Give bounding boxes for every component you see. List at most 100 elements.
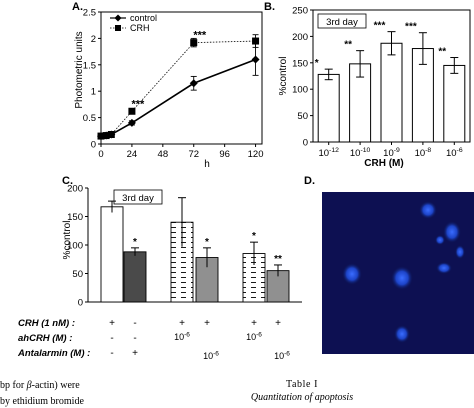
- panel-c-treatment-table: CRH (1 nM) : + - + + + + ahCRH (M) : - - 10-6 10-6 A…: [17, 318, 290, 361]
- nucleus: [455, 245, 465, 259]
- y-tick-label: 200: [67, 184, 83, 195]
- table-subtitle: Quantitation of apoptosis: [251, 392, 353, 403]
- bar: [100, 206, 124, 303]
- body-text-line-1: bp for β-actin) were: [0, 380, 80, 391]
- significance-marker: *: [205, 237, 209, 248]
- x-tick-label: 72: [188, 149, 199, 160]
- plot-frame: [100, 11, 263, 145]
- table-title: Table I: [286, 379, 318, 390]
- panel-a-y-ticks: 0 0.5 1 1.5 2 2.5: [83, 8, 101, 151]
- y-tick-label: 250: [292, 6, 308, 17]
- treatment-cell: +: [275, 318, 281, 329]
- x-tick-label: 24: [127, 149, 138, 160]
- significance-marker: **: [344, 40, 352, 51]
- panel-a-series: [97, 34, 260, 141]
- y-tick-label: 0: [303, 138, 308, 149]
- y-tick-label: 150: [292, 58, 308, 69]
- panel-a-label: A.: [72, 1, 83, 13]
- series-line-control: [100, 58, 256, 137]
- significance-marker: *: [315, 58, 319, 69]
- data-point-crh: [102, 132, 110, 140]
- panel-a-x-ticks: 0 24 48 72 96 120: [98, 144, 263, 160]
- panel-b-inset-label: 3rd day: [326, 17, 358, 28]
- panel-c-y-ticks: 0 50 100 150 200: [67, 184, 88, 309]
- nucleus: [443, 221, 461, 243]
- x-tick-label: 96: [219, 149, 230, 160]
- treatment-cell: -: [110, 333, 113, 344]
- treatment-cell: 10-6: [274, 350, 290, 361]
- panel-c-ylabel: %control: [62, 221, 73, 260]
- significance-marker: ***: [131, 98, 145, 110]
- legend-control-label: control: [130, 13, 157, 23]
- y-tick-label: 150: [67, 212, 83, 223]
- significance-marker: *: [252, 231, 256, 242]
- legend-crh-label: CRH: [130, 23, 150, 33]
- significance-marker: **: [274, 254, 282, 265]
- data-point-crh: [190, 39, 198, 47]
- treatment-cell: -: [110, 348, 113, 359]
- data-point-control: [127, 118, 136, 127]
- data-point-control: [189, 79, 198, 88]
- treatment-cell: -: [133, 318, 136, 329]
- panel-a-legend: control CRH: [110, 13, 157, 33]
- treatment-cell: +: [179, 318, 185, 329]
- legend-crh-marker: [115, 25, 121, 31]
- x-tick-label: 10-9: [383, 147, 400, 159]
- y-tick-label: 1: [91, 87, 96, 98]
- y-tick-label: 200: [292, 32, 308, 43]
- nucleus: [419, 201, 437, 219]
- nucleus: [391, 266, 413, 290]
- panel-b-inset-box: [317, 13, 367, 29]
- bar: [317, 73, 340, 143]
- panel-c-bars: * ****: [100, 197, 290, 303]
- panel-a-significance: *** ***: [131, 30, 206, 111]
- y-tick-label: 100: [67, 241, 83, 252]
- panel-c-inset-box: [113, 189, 163, 205]
- y-tick-label: 2: [91, 34, 96, 45]
- x-tick-label: 0: [98, 149, 103, 160]
- y-tick-label: 2.5: [83, 8, 96, 19]
- panel-b-label: B.: [264, 1, 275, 13]
- panel-c-inset-label: 3rd day: [122, 193, 154, 204]
- bar: [380, 42, 403, 143]
- treatment-cell: +: [132, 348, 138, 359]
- x-tick-label: 120: [248, 149, 264, 160]
- panel-a: A. Photometric units h 0 0.5 1 1.5 2 2.5 0 24 4…: [72, 1, 263, 170]
- data-point-crh: [107, 130, 115, 138]
- treatment-cell: 10-6: [246, 331, 262, 342]
- treatment-cell: -: [133, 333, 136, 344]
- data-point-crh: [128, 107, 136, 115]
- body-text-line-2: by ethidium bromide: [0, 396, 84, 407]
- treatment-cell: +: [204, 318, 210, 329]
- data-point-crh: [252, 37, 260, 45]
- nucleus: [394, 325, 410, 343]
- treatment-cell: 10-6: [174, 331, 190, 342]
- panel-d: D.: [304, 175, 474, 354]
- data-point-crh: [97, 132, 105, 140]
- nucleus: [436, 262, 452, 274]
- panel-b-y-ticks: 0 50 100 150 200 250: [292, 6, 313, 149]
- bar: [443, 64, 466, 143]
- panel-a-ylabel: Photometric units: [74, 31, 85, 108]
- treatment-row-label: Antalarmin (M) :: [17, 348, 90, 359]
- significance-marker: *: [133, 237, 137, 248]
- panel-c-label: C.: [62, 175, 73, 187]
- panel-b-bars: ****** *****: [315, 21, 466, 143]
- panel-a-xlabel: h: [204, 159, 210, 170]
- significance-marker: ***: [374, 21, 386, 32]
- y-tick-label: 1.5: [83, 60, 96, 71]
- panel-b-x-ticks: 10-12 10-10 10-9 10-8 10-6: [318, 142, 463, 159]
- y-tick-label: 0: [78, 298, 83, 309]
- panel-a-axes: [100, 11, 263, 145]
- panel-b: B. %control CRH (M) 3rd day 0 50 100 150 200…: [264, 1, 471, 169]
- treatment-row-label: CRH (1 nM) :: [18, 318, 75, 329]
- bar: [123, 251, 147, 303]
- treatment-cell: 10-6: [203, 350, 219, 361]
- x-tick-label: 48: [158, 149, 169, 160]
- y-tick-label: 0: [91, 140, 96, 151]
- legend-control-marker: [114, 14, 122, 22]
- treatment-row-label: ahCRH (M) :: [18, 333, 72, 344]
- y-tick-label: 50: [72, 269, 83, 280]
